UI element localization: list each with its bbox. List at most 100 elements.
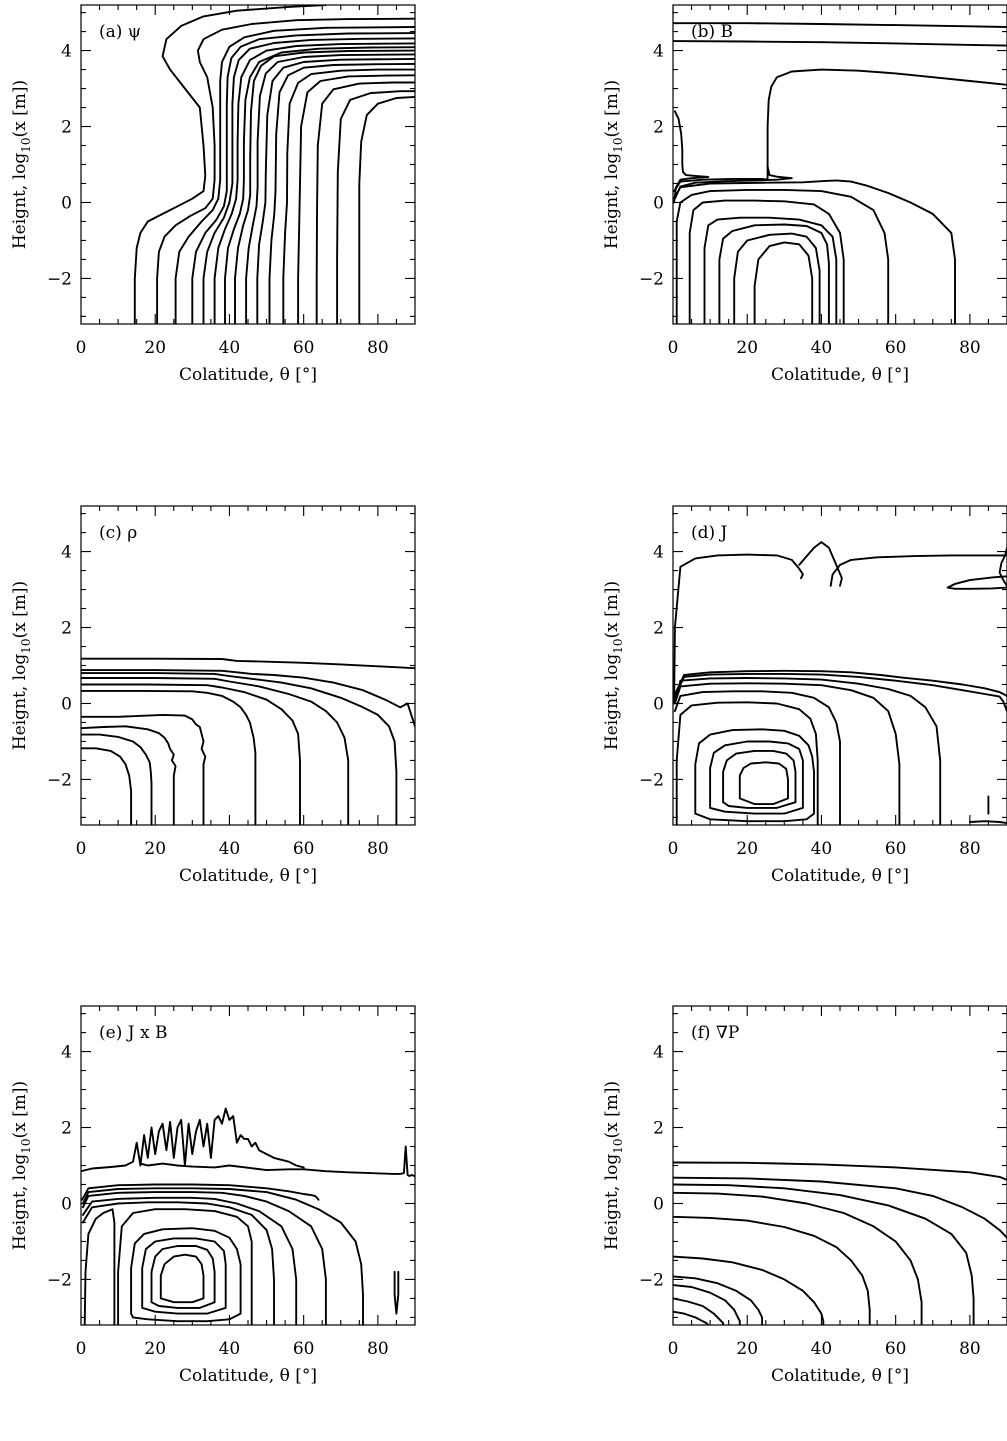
contour-line <box>81 725 177 825</box>
x-tick-label: 80 <box>367 1339 389 1359</box>
plot-frame <box>672 4 1007 325</box>
x-tick-label: 40 <box>219 1339 241 1359</box>
contour-line <box>141 1237 227 1315</box>
contour-line <box>81 1183 320 1201</box>
contour-line <box>81 669 415 728</box>
contour-line <box>673 672 1007 713</box>
y-axis-title: Heignt, log10(x [m]) <box>10 581 33 750</box>
panel-a: 0 20 40 60 80 −2 0 2 4 Colatitude, θ [°] Heignt, l… <box>10 4 416 385</box>
y-tick-label: −2 <box>47 269 72 289</box>
contour-line <box>81 1201 275 1325</box>
contour-line <box>946 575 1007 590</box>
y-tick-label: 0 <box>61 193 72 213</box>
y-tick-label: 0 <box>653 193 664 213</box>
x-tick-label: 60 <box>293 338 315 358</box>
contour-line <box>673 682 901 825</box>
x-tick-label: 20 <box>144 338 166 358</box>
panel-e: 0 20 40 60 80 −2 0 2 4 Colatitude, θ [°] Heignt, l… <box>10 1005 416 1386</box>
x-tick-label: 80 <box>367 839 389 859</box>
contour-line <box>673 1255 825 1325</box>
y-axis-title: Heignt, log10(x [m]) <box>10 80 33 249</box>
contour-line <box>673 110 710 204</box>
contour-line <box>282 68 415 324</box>
contour-line <box>673 1176 1007 1239</box>
y-tick-label: −2 <box>639 1270 664 1290</box>
contour-group <box>673 541 1007 825</box>
y-axis-title: Heignt, log10(x [m]) <box>10 1081 33 1250</box>
contour-line <box>673 1310 710 1325</box>
contour-line <box>673 1191 923 1325</box>
contour-line <box>81 672 398 825</box>
x-tick-label: 60 <box>293 1339 315 1359</box>
contour-line <box>718 223 830 324</box>
y-tick-label: 4 <box>653 543 664 563</box>
x-tick-label: 20 <box>144 839 166 859</box>
contour-line <box>81 683 301 825</box>
x-tick-label: 40 <box>811 338 833 358</box>
x-tick-label: 80 <box>959 839 981 859</box>
contour-group <box>673 22 1007 324</box>
contour-line <box>81 713 207 825</box>
contour-group <box>81 657 415 825</box>
contour-line <box>302 1145 415 1178</box>
x-tick-label: 0 <box>76 1339 87 1359</box>
y-axis-title: Heignt, log10(x [m]) <box>602 1081 625 1250</box>
x-tick-label: 80 <box>367 338 389 358</box>
contour-line <box>256 57 415 324</box>
contour-line <box>673 1215 871 1325</box>
contour-line <box>315 81 415 324</box>
contour-line <box>191 32 415 324</box>
panel-label: (e) J x B <box>99 1023 167 1043</box>
contour-line <box>133 5 327 324</box>
contour-line <box>673 1275 764 1325</box>
x-tick-label: 20 <box>144 1339 166 1359</box>
y-tick-label: 2 <box>61 619 72 639</box>
y-tick-label: 0 <box>61 1194 72 1214</box>
x-axis-title: Colatitude, θ [°] <box>771 365 909 385</box>
contour-group <box>81 1107 415 1325</box>
x-tick-label: 0 <box>668 1339 679 1359</box>
y-tick-label: 2 <box>653 619 664 639</box>
contour-line <box>673 669 1007 697</box>
contour-line <box>766 68 1007 170</box>
contour-line <box>83 1208 116 1325</box>
y-tick-label: 4 <box>653 1043 664 1063</box>
contour-line <box>81 747 133 825</box>
contour-line <box>393 1270 400 1315</box>
contour-line <box>358 95 415 324</box>
x-axis-title: Colatitude, θ [°] <box>179 365 317 385</box>
contour-line <box>81 1107 305 1173</box>
contour-line <box>798 541 843 587</box>
panel-label: (d) J <box>691 523 728 543</box>
x-tick-label: 40 <box>811 1339 833 1359</box>
x-tick-label: 0 <box>668 839 679 859</box>
y-tick-label: −2 <box>47 1270 72 1290</box>
contour-line <box>675 701 819 825</box>
contour-line <box>673 1284 741 1325</box>
y-axis-title: Heignt, log10(x [m]) <box>602 581 625 750</box>
contour-line <box>81 1196 298 1325</box>
contour-line <box>673 677 942 825</box>
x-tick-label: 20 <box>736 338 758 358</box>
panel-label: (c) ρ <box>99 523 137 543</box>
y-axis-title: Heignt, log10(x [m]) <box>602 80 625 249</box>
contour-line <box>130 1227 242 1323</box>
panel-c: 0 20 40 60 80 −2 0 2 4 Colatitude, θ [°] Heignt, l… <box>10 505 416 886</box>
x-tick-label: 40 <box>811 839 833 859</box>
x-tick-label: 0 <box>76 338 87 358</box>
contour-line <box>722 749 797 809</box>
y-tick-label: 0 <box>61 694 72 714</box>
contour-line <box>673 40 1007 47</box>
contour-line <box>174 26 415 324</box>
x-axis-title: Colatitude, θ [°] <box>771 1366 909 1386</box>
y-tick-label: 4 <box>61 42 72 62</box>
panel-b: 0 20 40 60 80 −2 0 2 4 Colatitude, θ [°] Heignt, l… <box>602 4 1007 385</box>
x-tick-label: 60 <box>885 1339 907 1359</box>
panel-d: 0 20 40 60 80 −2 0 2 4 Colatitude, θ [°] Heignt, l… <box>602 505 1007 886</box>
contour-line <box>150 1245 216 1309</box>
x-tick-label: 60 <box>293 839 315 859</box>
y-tick-label: 2 <box>61 118 72 138</box>
contour-line <box>703 216 838 324</box>
contour-line <box>81 677 350 825</box>
